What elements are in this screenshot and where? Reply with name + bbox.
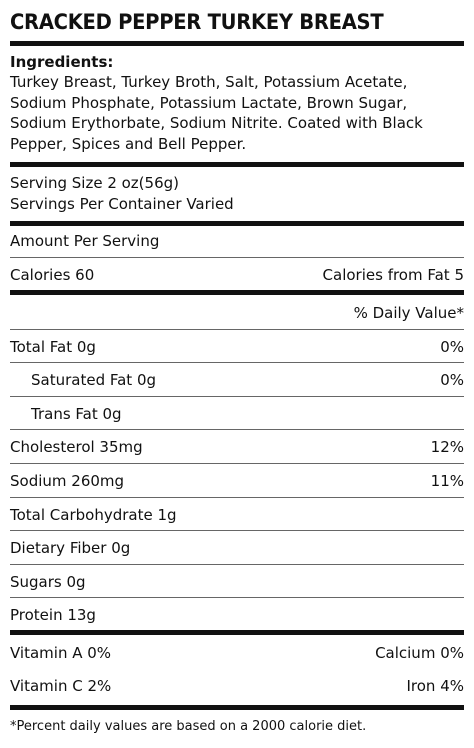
vitamin-right: Calcium 0% <box>375 644 464 662</box>
nutrient-row: Cholesterol 35mg 12% <box>10 436 464 458</box>
nutrient-daily-value: 11% <box>430 472 464 490</box>
nutrient-row: Sodium 260mg 11% <box>10 470 464 492</box>
nutrient-label: Dietary Fiber 0g <box>10 539 131 557</box>
nutrient-daily-value: 0% <box>440 338 464 356</box>
vitamin-right: Iron 4% <box>406 677 464 695</box>
ingredients-text: Turkey Breast, Turkey Broth, Salt, Potas… <box>10 73 423 153</box>
nutrient-label: Total Fat 0g <box>10 338 96 356</box>
calories-from-fat: Calories from Fat 5 <box>322 266 464 284</box>
nutrient-row: Dietary Fiber 0g <box>10 537 464 559</box>
ingredients-divider <box>10 162 464 167</box>
title-divider <box>10 41 464 46</box>
nutrient-label: Total Carbohydrate 1g <box>10 506 177 524</box>
nutrient-daily-value: 12% <box>430 438 464 456</box>
row-divider <box>10 564 464 565</box>
vitamins-divider <box>10 705 464 710</box>
row-divider <box>10 396 464 397</box>
nutrient-row: Trans Fat 0g <box>10 403 464 425</box>
product-title: CRACKED PEPPER TURKEY BREAST <box>10 10 384 34</box>
nutrient-label: Saturated Fat 0g <box>31 371 157 389</box>
nutrient-label: Sugars 0g <box>10 573 86 591</box>
protein-divider <box>10 630 464 635</box>
row-divider <box>10 497 464 498</box>
nutrient-daily-value: 0% <box>440 371 464 389</box>
amount-per-serving: Amount Per Serving <box>10 230 464 252</box>
nutrient-row: Total Carbohydrate 1g <box>10 504 464 526</box>
serving-size: Serving Size 2 oz(56g) <box>10 172 464 194</box>
row-divider <box>10 530 464 531</box>
ingredients-heading: Ingredients: <box>10 53 114 71</box>
nutrient-label: Cholesterol 35mg <box>10 438 143 456</box>
calories-row: Calories 60 Calories from Fat 5 <box>10 264 464 286</box>
vitamin-left: Vitamin A 0% <box>10 644 112 662</box>
serving-divider <box>10 221 464 226</box>
nutrient-label: Trans Fat 0g <box>31 405 122 423</box>
serving-size-label: Serving Size 2 oz(56g) <box>10 174 179 192</box>
row-divider <box>10 463 464 464</box>
nutrient-row: Sugars 0g <box>10 571 464 593</box>
daily-value-header: % Daily Value* <box>353 304 464 322</box>
nutrient-row: Protein 13g <box>10 604 464 626</box>
row-divider <box>10 597 464 598</box>
nutrient-label: Protein 13g <box>10 606 96 624</box>
nutrient-row: Saturated Fat 0g 0% <box>10 369 464 391</box>
nutrient-row: Total Fat 0g 0% <box>10 336 464 358</box>
calories-divider <box>10 290 464 295</box>
row-divider <box>10 329 464 330</box>
daily-value-header-row: % Daily Value* <box>10 302 464 324</box>
row-divider <box>10 429 464 430</box>
vitamin-left: Vitamin C 2% <box>10 677 112 695</box>
footnote: *Percent daily values are based on a 200… <box>10 719 367 734</box>
vitamin-row: Vitamin A 0% Calcium 0% <box>10 642 464 664</box>
servings-per-container-label: Servings Per Container Varied <box>10 195 234 213</box>
row-divider <box>10 257 464 258</box>
servings-per-container: Servings Per Container Varied <box>10 193 464 215</box>
calories-label: Calories 60 <box>10 266 95 284</box>
amount-per-serving-label: Amount Per Serving <box>10 232 160 250</box>
nutrient-label: Sodium 260mg <box>10 472 125 490</box>
vitamin-row: Vitamin C 2% Iron 4% <box>10 675 464 697</box>
row-divider <box>10 362 464 363</box>
